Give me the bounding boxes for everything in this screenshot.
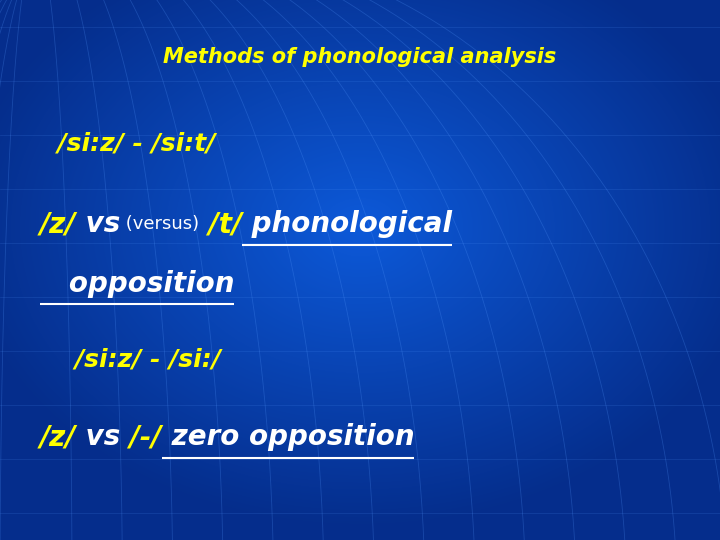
Text: /si:z/ - /si:/: /si:z/ - /si:/ [40, 347, 220, 371]
Text: /t/: /t/ [199, 210, 243, 238]
Text: /-/: /-/ [120, 423, 161, 451]
Text: opposition: opposition [40, 269, 234, 298]
Text: zero opposition: zero opposition [161, 423, 414, 451]
Text: phonological: phonological [243, 210, 452, 238]
Text: vs: vs [76, 210, 120, 238]
Text: /si:z/ - /si:t/: /si:z/ - /si:t/ [40, 131, 215, 155]
Text: /z/: /z/ [40, 210, 76, 238]
Text: /z/: /z/ [40, 423, 76, 451]
Text: vs: vs [76, 423, 120, 451]
Text: (versus): (versus) [120, 215, 199, 233]
Text: Methods of phonological analysis: Methods of phonological analysis [163, 46, 557, 67]
